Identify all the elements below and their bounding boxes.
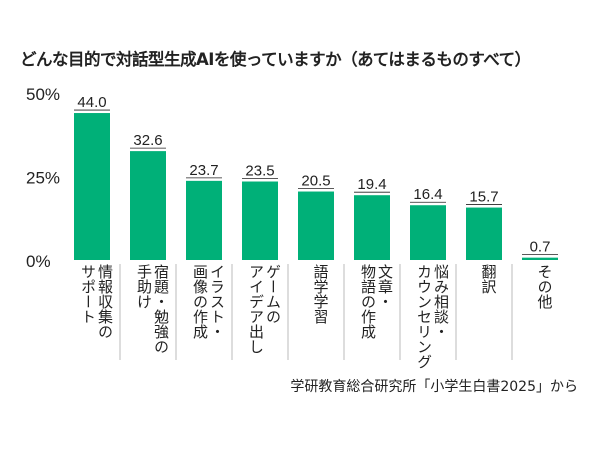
bar — [522, 257, 558, 260]
category-label-line: 悩み相談・ — [432, 264, 450, 339]
category-label-line: その他 — [535, 264, 554, 309]
category-label: 宿題・勉強の 手助け — [135, 264, 170, 354]
bar — [130, 151, 166, 260]
bar — [242, 181, 278, 260]
category-label-line: 文章・ — [376, 264, 394, 309]
data-label: 44.0 — [77, 94, 106, 111]
data-label: 32.6 — [133, 132, 162, 149]
y-tick-label: 50% — [26, 85, 60, 104]
category-label: 翻訳 — [479, 264, 498, 294]
data-label: 16.4 — [413, 186, 442, 203]
bar — [74, 113, 110, 260]
category-label-line: 情報収集の — [96, 264, 114, 339]
bar — [410, 205, 446, 260]
data-label: 19.4 — [357, 176, 386, 193]
category-label-line: 語学学習 — [311, 264, 330, 324]
category-label-line: 手助け — [135, 264, 153, 309]
category-label: 悩み相談・ カウンセリング — [415, 264, 450, 369]
category-label: イラスト・ 画像の作成 — [191, 264, 226, 339]
category-label-line: ゲームの — [264, 264, 282, 324]
data-label: 15.7 — [469, 189, 498, 206]
category-label-line: サポート — [79, 264, 97, 324]
category-label-line: アイデア出し — [247, 264, 265, 354]
category-label: その他 — [535, 264, 554, 309]
bar — [186, 180, 222, 260]
category-label-line: 翻訳 — [479, 264, 498, 294]
bar — [466, 207, 502, 260]
category-label: 語学学習 — [311, 264, 330, 324]
category-label-line: 物語の作成 — [359, 264, 377, 339]
data-label: 23.7 — [189, 162, 218, 179]
category-label: 情報収集の サポート — [79, 264, 114, 339]
data-label: 0.7 — [530, 239, 551, 256]
data-label: 20.5 — [301, 173, 330, 190]
category-label-line: 画像の作成 — [191, 264, 209, 339]
data-label: 23.5 — [245, 163, 274, 180]
bar — [298, 191, 334, 260]
category-label-line: カウンセリング — [415, 264, 433, 369]
category-label-line: イラスト・ — [208, 264, 226, 339]
category-label-line: 宿題・勉強の — [152, 264, 170, 354]
category-label: ゲームの アイデア出し — [247, 264, 282, 354]
y-tick-label: 25% — [26, 169, 60, 188]
y-tick-label: 0% — [26, 252, 51, 271]
chart-title: どんな目的で対話型生成AIを使っていますか（あてはまるものすべて） — [20, 50, 531, 69]
category-label: 文章・ 物語の作成 — [359, 264, 394, 339]
bar — [354, 195, 390, 260]
source-note: 学研教育総合研究所「小学生白書2025」から — [290, 379, 578, 395]
